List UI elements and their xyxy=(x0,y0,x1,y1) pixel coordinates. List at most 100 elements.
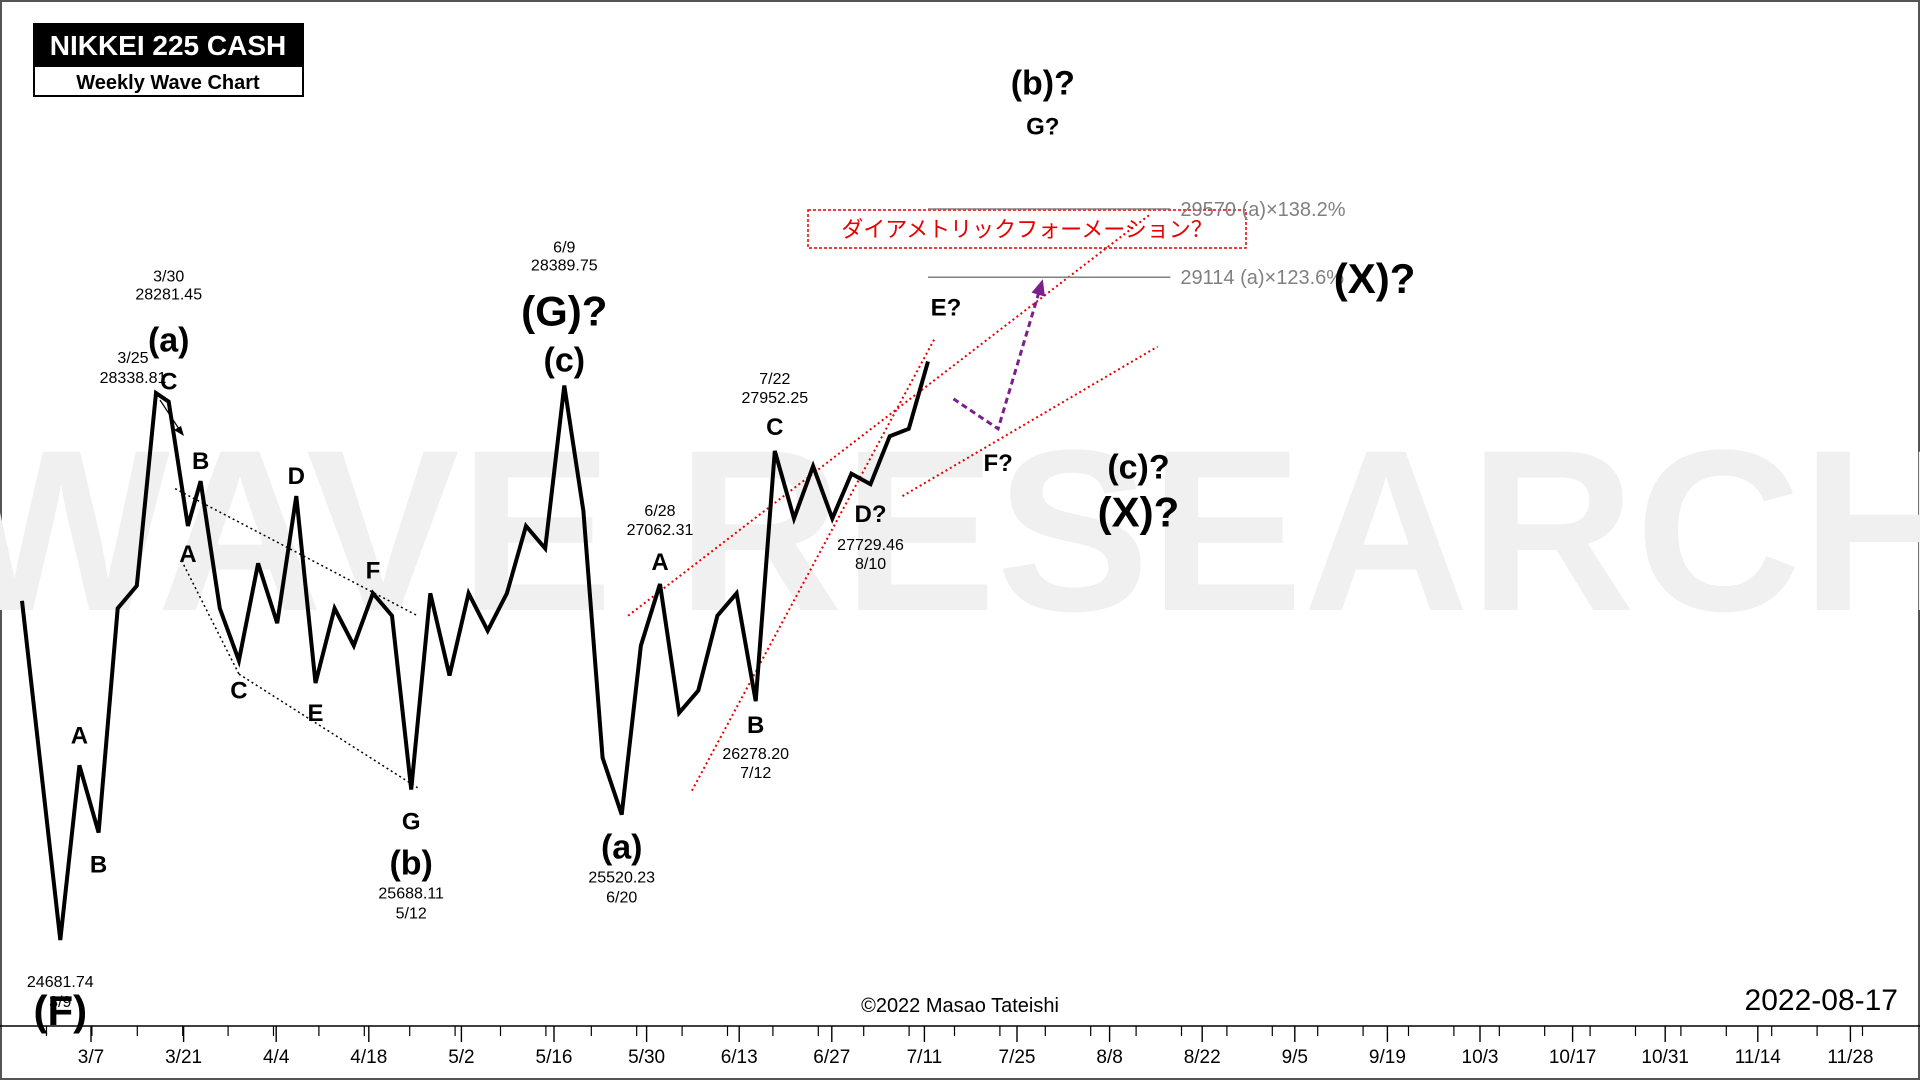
wave-label: D xyxy=(288,463,305,490)
projection-path xyxy=(952,278,1045,432)
x-tick-label: 9/19 xyxy=(1369,1047,1406,1068)
projection-line xyxy=(952,278,1045,432)
formation-note-box xyxy=(807,209,1247,249)
wave-label: B xyxy=(192,448,209,475)
wave-note-date: 7/22 xyxy=(759,371,790,388)
annotation-arrow xyxy=(159,399,184,436)
wave-note-value: 26278.20 xyxy=(722,746,789,763)
x-tick-label: 5/2 xyxy=(448,1047,474,1068)
wave-note-date: 5/12 xyxy=(396,905,427,922)
x-tick-label: 3/7 xyxy=(78,1047,104,1068)
x-tick-label: 8/22 xyxy=(1184,1047,1221,1068)
wave-label: C xyxy=(230,678,247,705)
wave-label: (b) xyxy=(389,844,432,882)
x-tick-label: 7/25 xyxy=(999,1047,1036,1068)
wave-note-date: 3/9 xyxy=(49,994,71,1011)
x-tick-label: 4/4 xyxy=(263,1047,290,1068)
x-tick-label: 8/8 xyxy=(1096,1047,1122,1068)
wave-note-value: 25688.11 xyxy=(378,885,444,902)
wave-note-value: 27952.25 xyxy=(741,390,808,407)
x-tick-label: 5/16 xyxy=(536,1047,573,1068)
wave-note-value: 25520.23 xyxy=(588,870,655,887)
wave-label: A xyxy=(179,541,196,568)
wave-note-date: 3/30 xyxy=(153,269,184,286)
wave-label: A xyxy=(651,549,668,576)
extra-annotation-value: 28338.81 xyxy=(100,370,167,387)
chart-subtitle: Weekly Wave Chart xyxy=(76,72,260,94)
wave-label: (c)? xyxy=(1107,449,1169,487)
wave-note-value: 27062.31 xyxy=(627,522,694,539)
x-tick-label: 6/13 xyxy=(721,1047,758,1068)
wave-label: (F) xyxy=(33,987,87,1034)
x-tick-label: 11/28 xyxy=(1827,1047,1873,1068)
wave-label: C xyxy=(160,369,177,396)
wave-label: (a) xyxy=(601,829,643,867)
formation-note: ダイアメトリックフォーメーション？ xyxy=(807,209,1247,249)
triangle-line xyxy=(180,560,240,675)
wave-label: (a) xyxy=(148,322,190,360)
x-tick-label: 10/3 xyxy=(1462,1047,1499,1068)
x-tick-label: 10/17 xyxy=(1549,1047,1597,1068)
wave-note-date: 6/20 xyxy=(606,890,637,907)
wave-label: D? xyxy=(855,501,887,528)
x-tick-label: 5/30 xyxy=(628,1047,665,1068)
fib-label: 29570 (a)×138.2% xyxy=(1180,199,1345,221)
wave-label: A xyxy=(71,722,88,749)
wave-label: C xyxy=(766,414,783,441)
x-tick-label: 9/5 xyxy=(1282,1047,1308,1068)
date-stamp: 2022-08-17 xyxy=(1745,984,1898,1017)
wave-label: F xyxy=(366,557,381,584)
wave-note-date: 6/9 xyxy=(553,240,575,257)
wave-label: G xyxy=(402,808,421,835)
channel-line xyxy=(901,345,1159,497)
x-tick-label: 10/31 xyxy=(1641,1047,1689,1068)
extra-annotation-date: 3/25 xyxy=(117,350,148,367)
wave-label: F? xyxy=(983,450,1012,477)
channel-lines xyxy=(627,212,1159,792)
triangle-line xyxy=(238,673,418,789)
wave-label: (G)? xyxy=(521,288,607,335)
wave-label: (b)? xyxy=(1011,65,1075,103)
fib-label: 29114 (a)×123.6% xyxy=(1180,267,1344,289)
wave-label: (X)? xyxy=(1334,255,1416,302)
wave-label: E xyxy=(307,700,323,727)
copyright: ©2022 Masao Tateishi xyxy=(861,995,1059,1017)
wave-label: (c) xyxy=(544,342,586,380)
x-tick-label: 3/21 xyxy=(165,1047,202,1068)
wave-note-value: 27729.46 xyxy=(837,537,904,554)
annotation-arrow-head xyxy=(174,426,184,436)
annotation-arrow-line xyxy=(159,399,182,433)
wave-note-value: 24681.74 xyxy=(27,974,94,991)
price-series xyxy=(20,360,930,941)
wave-note-value: 28389.75 xyxy=(531,258,598,275)
price-line xyxy=(20,360,930,941)
formation-note-text: ダイアメトリックフォーメーション？ xyxy=(841,217,1213,242)
wave-labels: (F)24681.74 3/9 A B C (a) 28281.453/30 B A C D E F G (… xyxy=(27,65,1415,1034)
wave-label: B xyxy=(747,712,764,739)
x-axis-ticks: 3/7 3/21 4/4 4/18 5/2 5/16 5/30 6/13 6/27 7/11 7/2… xyxy=(45,1026,1873,1068)
wave-label: E? xyxy=(931,295,962,322)
wave-note-date: 8/10 xyxy=(855,556,886,573)
wave-note-value: 28281.45 xyxy=(135,287,202,304)
watermark: WAVE RESEARCH xyxy=(0,402,1920,659)
x-tick-label: 4/18 xyxy=(350,1047,387,1068)
triangle-lines xyxy=(174,487,418,789)
x-tick-label: 11/14 xyxy=(1735,1047,1782,1068)
x-tick-label: 6/27 xyxy=(813,1047,850,1068)
x-tick-label: 7/11 xyxy=(907,1047,943,1068)
chart-title: NIKKEI 225 CASH xyxy=(50,30,287,61)
wave-note-date: 7/12 xyxy=(740,765,771,782)
wave-label: B xyxy=(90,852,107,879)
title-box: NIKKEI 225 CASH Weekly Wave Chart xyxy=(33,23,304,97)
wave-note-date: 6/28 xyxy=(644,503,675,520)
channel-line xyxy=(691,338,936,792)
wave-label: (X)? xyxy=(1098,489,1180,536)
projection-arrowhead xyxy=(1031,279,1045,297)
fib-levels: 29570 (a)×138.2% 29114 (a)×123.6% xyxy=(927,199,1346,289)
wave-label: G? xyxy=(1026,114,1059,141)
triangle-line xyxy=(174,487,418,617)
title-box-header xyxy=(34,24,303,67)
